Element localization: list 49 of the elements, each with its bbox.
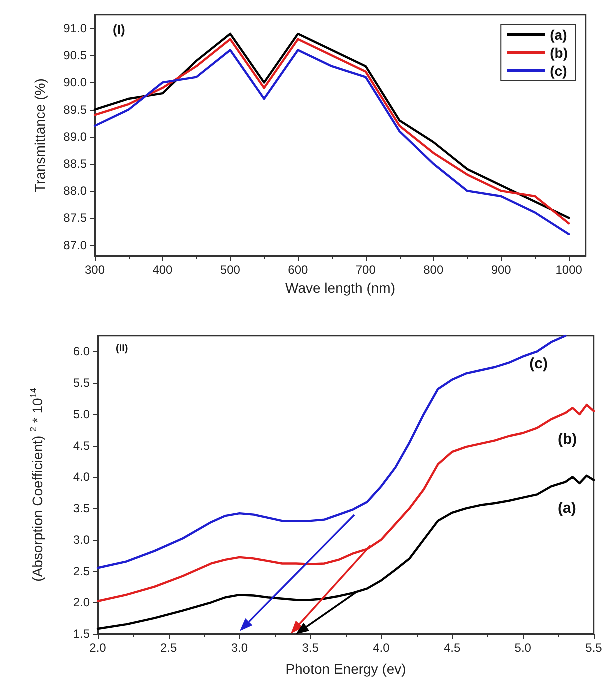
x-tick-label: 4.5 [444,641,461,655]
legend-label: (c) [550,63,568,79]
y-tick-label: 5.0 [73,407,90,422]
x-tick-label: 3.5 [302,641,320,655]
x-tick-label: 500 [220,263,241,278]
y-tick-label: 2.0 [73,596,90,610]
y-tick-label: 3.0 [73,532,90,547]
series-label: (b) [558,430,578,448]
y-tick-label: 88.0 [64,184,88,198]
y-tick-label: 87.0 [64,238,88,252]
x-tick-label: 600 [288,263,309,278]
y-tick-label: 6.0 [73,344,90,359]
y-tick-label: 89.5 [64,102,88,117]
x-tick-label: 800 [424,263,444,278]
annotation: (II) [116,344,128,354]
y-tick-label: 4.0 [73,470,90,484]
x-tick-label: 2.5 [160,641,178,655]
y-tick-label: 2.5 [73,564,90,578]
y-axis-title: Transmittance (%) [32,78,48,192]
y-tick-label: 87.5 [64,211,88,226]
x-tick-label: 4.0 [373,641,390,655]
y-tick-label: 1.5 [73,627,90,641]
x-tick-label: 1000 [556,263,583,278]
annotation: (I) [113,22,126,37]
legend-label: (a) [550,27,568,43]
series-label: (a) [558,500,576,517]
x-tick-label: 5.0 [514,641,532,655]
y-tick-label: 91.0 [64,22,88,36]
x-tick-label: 700 [356,263,376,278]
x-tick-label: 300 [84,263,106,278]
y-axis-title: (Absorption Coefficient) 2 * 1014 [28,388,46,582]
y-tick-label: 88.5 [64,156,88,171]
y-tick-label: 89.0 [64,130,88,144]
y-tick-label: 5.5 [73,376,90,390]
line-series [96,474,596,630]
y-tick-label: 3.5 [73,502,90,516]
x-tick-label: 2.0 [90,641,107,655]
legend-label: (b) [550,45,568,61]
y-tick-label: 4.5 [73,438,90,453]
y-tick-label: 90.5 [64,48,88,63]
y-tick-label: 90.0 [64,76,88,90]
x-tick-label: 5.5 [586,641,603,655]
line-series [96,404,596,602]
x-axis-title: Photon Energy (ev) [286,661,406,677]
series-label: (c) [530,356,548,372]
x-tick-label: 400 [152,263,174,278]
x-tick-label: 3.0 [231,641,248,655]
x-tick-label: 900 [491,263,512,278]
x-axis-title: Wave length (nm) [286,280,396,296]
